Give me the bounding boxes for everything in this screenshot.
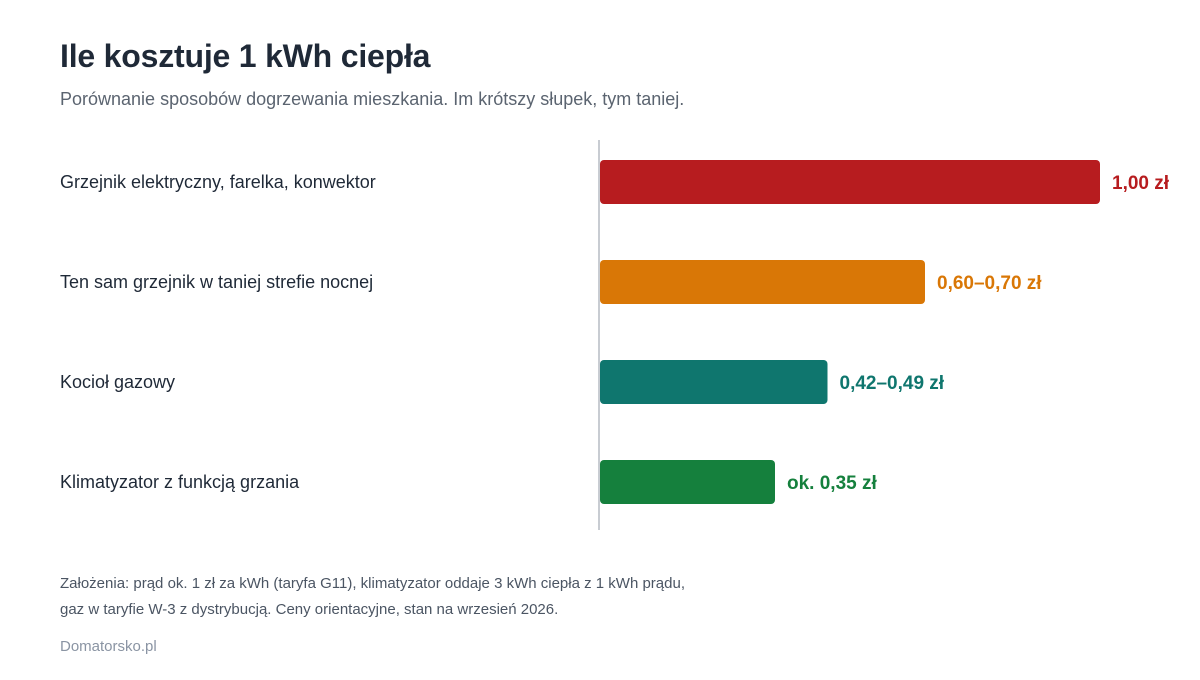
bar bbox=[600, 360, 828, 404]
assumptions-line-1: Założenia: prąd ok. 1 zł za kWh (taryfa … bbox=[60, 575, 685, 592]
category-label: Kocioł gazowy bbox=[60, 372, 175, 392]
category-label: Grzejnik elektryczny, farelka, konwektor bbox=[60, 172, 376, 192]
value-label: 0,60–0,70 zł bbox=[937, 273, 1042, 294]
value-label: 1,00 zł bbox=[1112, 173, 1170, 194]
bar bbox=[600, 260, 925, 304]
bar-chart: Grzejnik elektryczny, farelka, konwektor… bbox=[60, 140, 1170, 530]
value-label: 0,42–0,49 zł bbox=[840, 373, 945, 394]
category-label: Ten sam grzejnik w taniej strefie nocnej bbox=[60, 272, 373, 292]
bar bbox=[600, 460, 775, 504]
bar bbox=[600, 160, 1100, 204]
category-label: Klimatyzator z funkcją grzania bbox=[60, 472, 300, 492]
assumptions-line-2: gaz w taryfie W-3 z dystrybucją. Ceny or… bbox=[60, 601, 559, 618]
chart-title: Ile kosztuje 1 kWh ciepła bbox=[60, 38, 431, 74]
assumptions-note: Założenia: prąd ok. 1 zł za kWh (taryfa … bbox=[60, 571, 960, 623]
value-label: ok. 0,35 zł bbox=[787, 473, 877, 494]
chart-subtitle: Porównanie sposobów dogrzewania mieszkan… bbox=[60, 89, 685, 109]
source-label: Domatorsko.pl bbox=[60, 638, 157, 655]
